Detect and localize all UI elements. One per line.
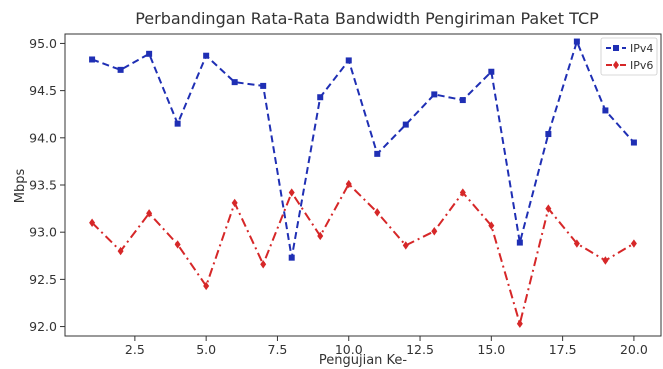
legend-label-ipv4: IPv4	[630, 42, 653, 55]
x-tick-label: 10.0	[335, 342, 363, 357]
ipv4-data-point	[146, 50, 153, 57]
y-tick-label: 95.0	[29, 36, 57, 51]
series-layer	[89, 38, 637, 328]
y-tick-label: 93.5	[29, 178, 57, 193]
ipv6-data-point	[117, 246, 124, 256]
ipv6-data-point	[488, 221, 495, 230]
ipv4-data-point	[260, 82, 267, 89]
ipv4-data-point	[573, 38, 580, 45]
x-tick-label: 5.0	[196, 342, 216, 357]
y-tick-label: 94.5	[29, 83, 57, 98]
legend-label-ipv6: IPv6	[630, 59, 653, 72]
ipv6-series-line	[91, 183, 635, 325]
x-tick-label: 2.5	[125, 342, 145, 357]
ipv6-data-point	[89, 218, 96, 227]
ipv4-data-point	[630, 139, 637, 146]
y-tick-label: 94.0	[29, 130, 57, 145]
x-tick-label: 15.0	[477, 342, 505, 357]
ipv4-data-point	[317, 94, 324, 101]
ipv6-data-point	[545, 204, 552, 213]
legend-marker-ipv4	[613, 45, 619, 51]
ipv6-data-point	[630, 239, 637, 248]
x-tick-label: 20.0	[620, 342, 648, 357]
ipv6-data-point	[345, 179, 352, 189]
ipv4-data-point	[516, 239, 523, 246]
ipv4-data-point	[117, 66, 124, 73]
ipv4-data-point	[602, 107, 609, 114]
y-tick-label: 92.5	[29, 272, 57, 287]
ipv4-data-point	[488, 68, 495, 75]
plot-area	[64, 33, 662, 337]
ipv6-data-point	[431, 227, 438, 236]
ipv4-data-point	[288, 254, 295, 261]
ipv6-data-point	[317, 231, 324, 241]
ipv4-data-point	[545, 131, 552, 138]
ipv4-data-point	[459, 97, 466, 104]
ipv6-data-point	[459, 188, 466, 197]
x-axis-label: Pengujian Ke-	[319, 353, 408, 368]
ipv6-data-point	[374, 208, 381, 217]
y-tick-label: 92.0	[29, 319, 57, 334]
legend: IPv4 IPv6	[600, 37, 658, 76]
ipv4-data-point	[231, 79, 238, 86]
ipv4-data-point	[203, 52, 210, 59]
y-tick-label: 93.0	[29, 225, 57, 240]
ipv4-data-point	[431, 91, 438, 98]
x-tick-label: 17.5	[549, 342, 577, 357]
ipv6-data-point	[174, 240, 181, 249]
ipv6-data-point	[146, 209, 153, 218]
x-tick-label: 7.5	[268, 342, 288, 357]
ipv4-series-line	[91, 40, 635, 259]
ipv6-data-point	[573, 239, 580, 248]
ipv6-data-point	[203, 281, 210, 291]
ipv6-data-point	[402, 241, 409, 250]
ipv4-data-point	[89, 56, 96, 63]
y-axis: 92.0 92.5 93.0 93.5 94.0 94.5 95.0	[29, 36, 65, 334]
ipv6-data-point	[516, 319, 523, 328]
ipv4-data-point	[374, 150, 381, 157]
ipv4-data-point	[174, 120, 181, 127]
x-tick-label: 12.5	[406, 342, 434, 357]
ipv6-data-point	[602, 256, 609, 265]
ipv4-data-point	[402, 121, 409, 128]
ipv6-data-point	[260, 260, 267, 269]
ipv6-data-point	[231, 198, 238, 208]
y-axis-label: Mbps	[13, 169, 28, 204]
ipv6-data-point	[288, 188, 295, 197]
chart-title: Perbandingan Rata-Rata Bandwidth Pengiri…	[135, 9, 599, 28]
ipv4-data-point	[345, 57, 352, 64]
legend-marker-ipv6	[613, 60, 619, 70]
x-axis: 2.5 5.0 7.5 10.0 12.5 15.0 17.5 20.0	[125, 336, 648, 357]
